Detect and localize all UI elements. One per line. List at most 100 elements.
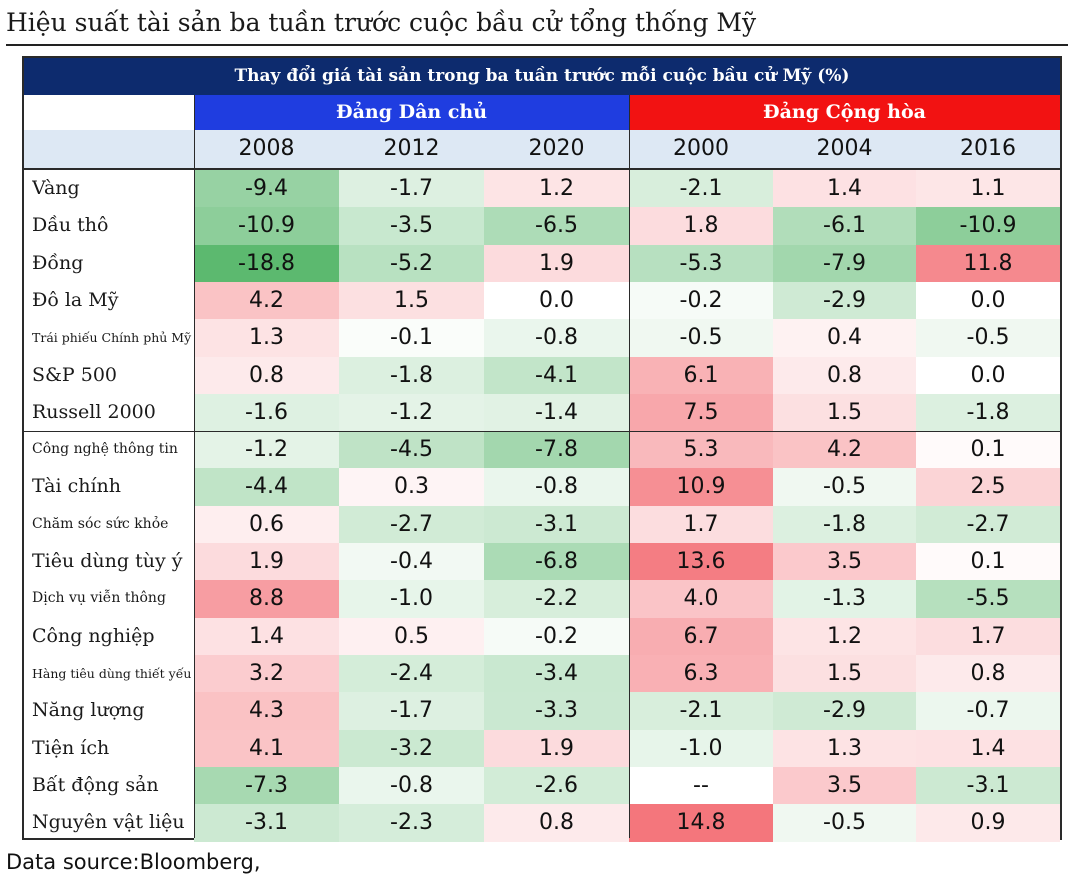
heatmap-cell: 0.0 — [916, 356, 1060, 395]
heatmap-cell: 6.7 — [629, 617, 773, 656]
heatmap-cell: 1.4 — [194, 617, 339, 656]
row-label: Năng lượng — [32, 699, 145, 722]
row-label: Vàng — [32, 177, 80, 199]
heatmap-cell: -4.1 — [484, 356, 629, 395]
heatmap-cell: 0.8 — [484, 804, 629, 843]
row-label: Tài chính — [32, 475, 121, 498]
heatmap-cell: -3.4 — [484, 654, 629, 693]
party-header-republican: Đảng Cộng hòa — [629, 95, 1060, 130]
heatmap-cell: -0.5 — [773, 468, 916, 507]
heatmap-cell: -1.7 — [339, 170, 484, 208]
title-divider — [6, 44, 1068, 46]
heatmap-cell: -0.8 — [484, 319, 629, 358]
row-label: S&P 500 — [32, 363, 118, 386]
heatmap-cell: -5.5 — [916, 580, 1060, 619]
heatmap-cell: 13.6 — [629, 543, 773, 581]
heatmap-cell: 0.0 — [916, 281, 1060, 320]
label-column-divider — [194, 95, 195, 838]
heatmap-cell: -6.8 — [484, 543, 629, 581]
heatmap-cell: -0.5 — [916, 319, 1060, 358]
row-label: Hàng tiêu dùng thiết yếu — [32, 665, 192, 681]
heatmap-cell: -0.2 — [629, 281, 773, 320]
heatmap-cell: -4.4 — [194, 468, 339, 507]
year-header-2020: 2020 — [528, 136, 585, 161]
heatmap-cell: -7.3 — [194, 766, 339, 805]
heatmap-cell: 1.4 — [916, 729, 1060, 768]
heatmap-cell: 0.8 — [916, 654, 1060, 693]
heatmap-table: Thay đổi giá tài sản trong ba tuần trước… — [22, 56, 1062, 843]
heatmap-cell: -7.9 — [773, 244, 916, 283]
heatmap-cell: -1.2 — [194, 431, 339, 470]
heatmap-cell: -2.1 — [629, 170, 773, 208]
section-divider — [24, 431, 1060, 433]
heatmap-cell: 0.5 — [339, 617, 484, 656]
heatmap-cell: -1.2 — [339, 393, 484, 432]
heatmap-cell: -0.7 — [916, 692, 1060, 731]
heatmap-cell: 1.7 — [916, 617, 1060, 656]
party-header-democrat: Đảng Dân chủ — [194, 95, 629, 130]
heatmap-cell: 0.9 — [916, 804, 1060, 843]
row-label: Bất động sản — [32, 773, 159, 796]
heatmap-cell: 0.0 — [484, 281, 629, 320]
row-label: Tiện ích — [32, 736, 110, 759]
row-label: Russell 2000 — [32, 400, 156, 423]
row-label: Đô la Mỹ — [32, 288, 119, 311]
heatmap-cell: -2.1 — [629, 692, 773, 731]
heatmap-cell: 1.4 — [773, 170, 916, 208]
year-header-2000: 2000 — [673, 136, 729, 161]
heatmap-cell: -2.7 — [339, 505, 484, 544]
row-label: Dầu thô — [32, 214, 109, 237]
heatmap-cell: 10.9 — [629, 468, 773, 507]
heatmap-cell: -2.9 — [773, 692, 916, 731]
heatmap-cell: -9.4 — [194, 170, 339, 208]
heatmap-cell: 1.2 — [773, 617, 916, 656]
heatmap-cell: 1.7 — [629, 505, 773, 544]
heatmap-cell: 0.8 — [194, 356, 339, 395]
heatmap-cell: -0.4 — [339, 543, 484, 581]
heatmap-cell: -1.0 — [339, 580, 484, 619]
row-label: Công nghiệp — [32, 624, 155, 647]
heatmap-cell: 6.3 — [629, 654, 773, 693]
heatmap-cell: -2.6 — [484, 766, 629, 805]
heatmap-cell: -5.3 — [629, 244, 773, 283]
heatmap-cell: 1.5 — [773, 393, 916, 432]
heatmap-cell: 11.8 — [916, 244, 1060, 283]
heatmap-cell: 4.1 — [194, 729, 339, 768]
year-header-2012: 2012 — [383, 136, 440, 161]
heatmap-cell: 2.5 — [916, 468, 1060, 507]
heatmap-cell: -2.9 — [773, 281, 916, 320]
data-source-note: Data source:Bloomberg, — [6, 850, 261, 874]
heatmap-cell: -2.2 — [484, 580, 629, 619]
heatmap-cell: -2.3 — [339, 804, 484, 843]
heatmap-cell: -1.3 — [773, 580, 916, 619]
heatmap-cell: 0.4 — [773, 319, 916, 358]
heatmap-cell: -10.9 — [916, 207, 1060, 246]
heatmap-cell: -2.4 — [339, 654, 484, 693]
heatmap-cell: 1.9 — [194, 543, 339, 581]
heatmap-cell: -7.8 — [484, 431, 629, 470]
heatmap-cell: 1.9 — [484, 729, 629, 768]
heatmap-cell: -1.0 — [629, 729, 773, 768]
heatmap-cell: -4.5 — [339, 431, 484, 470]
heatmap-cell: 5.3 — [629, 431, 773, 470]
row-label: Chăm sóc sức khỏe — [32, 515, 169, 532]
heatmap-cell: 4.2 — [194, 281, 339, 320]
heatmap-cell: -0.8 — [339, 766, 484, 805]
heatmap-cell: -1.7 — [339, 692, 484, 731]
heatmap-cell: 0.8 — [773, 356, 916, 395]
heatmap-cell: -3.5 — [339, 207, 484, 246]
row-label: Dịch vụ viễn thông — [32, 590, 166, 607]
heatmap-cell: -1.4 — [484, 393, 629, 432]
year-header-2004: 2004 — [816, 136, 873, 161]
heatmap-cell: -2.7 — [916, 505, 1060, 544]
heatmap-cell: 0.1 — [916, 431, 1060, 470]
heatmap-cell: 0.1 — [916, 543, 1060, 581]
heatmap-cell: -0.5 — [629, 319, 773, 358]
heatmap-cell: 1.3 — [773, 729, 916, 768]
heatmap-cell: -10.9 — [194, 207, 339, 246]
row-label: Nguyên vật liệu — [32, 811, 185, 834]
heatmap-cell: -0.1 — [339, 319, 484, 358]
heatmap-cell: -6.5 — [484, 207, 629, 246]
row-label: Công nghệ thông tin — [32, 441, 178, 458]
heatmap-cell: -3.1 — [194, 804, 339, 843]
